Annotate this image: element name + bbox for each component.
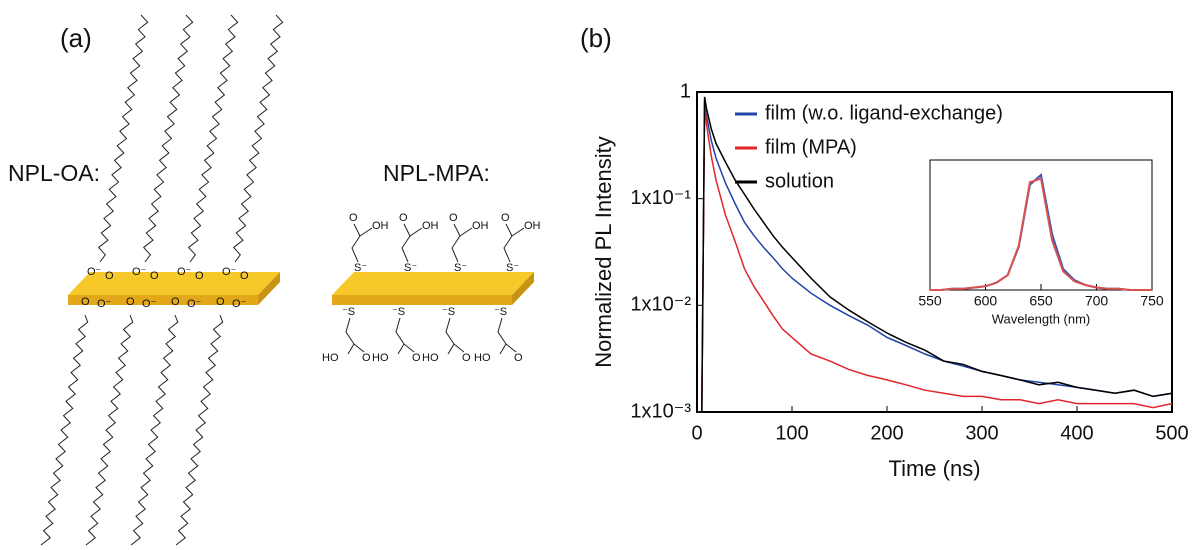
ligand-bond bbox=[401, 223, 423, 263]
data-line bbox=[697, 96, 1173, 413]
atom-label: O bbox=[195, 270, 204, 282]
legend-label: solution bbox=[765, 170, 834, 192]
ligand-bond bbox=[351, 223, 373, 263]
ligand-bond bbox=[503, 223, 525, 263]
atom-label: O bbox=[105, 270, 114, 282]
atom-label: HO bbox=[422, 352, 439, 364]
panel-label: (a) bbox=[60, 23, 92, 53]
atom-label: O bbox=[462, 352, 471, 364]
atom-label: O bbox=[81, 296, 90, 308]
alkyl-chain bbox=[130, 314, 179, 546]
y-tick-label: 1x10⁻³ bbox=[630, 400, 691, 422]
atom-label: O bbox=[399, 212, 408, 224]
ligand-bond bbox=[345, 317, 365, 355]
x-tick-label: 500 bbox=[1155, 422, 1188, 444]
x-axis-label: Time (ns) bbox=[888, 456, 980, 481]
chart: 550 600 650 700 750 Wavelength (nm) bbox=[918, 159, 1164, 326]
alkyl-chain bbox=[232, 14, 284, 263]
alkyl-chain bbox=[40, 314, 89, 546]
atom-label: O bbox=[171, 296, 180, 308]
atom-label: O⁻ bbox=[132, 266, 147, 278]
atom-label: O bbox=[150, 270, 159, 282]
atom-label: ⁻S bbox=[392, 306, 405, 318]
alkyl-chain bbox=[175, 314, 224, 546]
atom-label: O bbox=[240, 270, 249, 282]
atom-label: S⁻ bbox=[506, 262, 519, 274]
atom-label: OH bbox=[472, 220, 489, 232]
x-tick-label: 650 bbox=[1029, 293, 1053, 309]
y-axis-label: Normalized PL Intensity bbox=[591, 136, 616, 368]
legend-label: film (w.o. ligand-exchange) bbox=[765, 102, 1003, 124]
atom-label: O⁻ bbox=[142, 298, 157, 310]
x-tick-label: 750 bbox=[1140, 293, 1164, 309]
x-tick-label: 300 bbox=[965, 422, 998, 444]
y-tick-label: 1x10⁻² bbox=[630, 294, 691, 316]
ligand-bond bbox=[451, 223, 473, 263]
atom-label: O bbox=[349, 212, 358, 224]
atom-label: OH bbox=[372, 220, 389, 232]
atom-label: OH bbox=[524, 220, 541, 232]
y-tick-label: 1x10⁻¹ bbox=[630, 187, 691, 209]
x-tick-label: 600 bbox=[974, 293, 998, 309]
atom-label: OH bbox=[422, 220, 439, 232]
data-line bbox=[930, 177, 1152, 291]
atom-label: O bbox=[126, 296, 135, 308]
atom-label: ⁻S bbox=[494, 306, 507, 318]
x-axis-label: Wavelength (nm) bbox=[992, 311, 1091, 326]
atom-label: O bbox=[514, 352, 523, 364]
atom-label: O bbox=[216, 296, 225, 308]
ligand-bond bbox=[497, 317, 517, 355]
atom-label: O⁻ bbox=[187, 298, 202, 310]
atom-label: S⁻ bbox=[404, 262, 417, 274]
atom-label: S⁻ bbox=[454, 262, 467, 274]
alkyl-chain bbox=[142, 14, 194, 263]
x-tick-label: 100 bbox=[775, 422, 808, 444]
data-line bbox=[697, 102, 1173, 413]
platelet bbox=[68, 272, 534, 305]
atom-label: O⁻ bbox=[177, 266, 192, 278]
atom-label: HO bbox=[322, 352, 339, 364]
atom-label: ⁻S bbox=[442, 306, 455, 318]
ligand-bond bbox=[445, 317, 465, 355]
atom-label: O⁻ bbox=[232, 298, 247, 310]
atom-label: O⁻ bbox=[87, 266, 102, 278]
atom-label: O bbox=[362, 352, 371, 364]
alkyl-chain bbox=[187, 14, 239, 263]
x-tick-label: 700 bbox=[1085, 293, 1109, 309]
x-tick-label: 550 bbox=[918, 293, 942, 309]
atom-label: O⁻ bbox=[222, 266, 237, 278]
atom-label: O bbox=[412, 352, 421, 364]
x-tick-label: 200 bbox=[870, 422, 903, 444]
sample-name: NPL-OA: bbox=[8, 160, 100, 186]
panel-label: (b) bbox=[580, 23, 612, 53]
alkyl-chain bbox=[97, 14, 149, 263]
sample-name: NPL-MPA: bbox=[383, 160, 490, 186]
atom-label: S⁻ bbox=[354, 262, 367, 274]
x-tick-label: 400 bbox=[1060, 422, 1093, 444]
legend-label: film (MPA) bbox=[765, 136, 857, 158]
ligand-bond bbox=[395, 317, 415, 355]
y-tick-label: 1 bbox=[680, 80, 691, 102]
atom-label: O bbox=[449, 212, 458, 224]
data-line bbox=[697, 99, 1173, 413]
atom-label: HO bbox=[474, 352, 491, 364]
atom-label: O⁻ bbox=[97, 298, 112, 310]
atom-label: HO bbox=[372, 352, 389, 364]
atom-label: ⁻S bbox=[342, 306, 355, 318]
x-tick-label: 0 bbox=[691, 422, 702, 444]
atom-label: O bbox=[501, 212, 510, 224]
alkyl-chain bbox=[85, 314, 134, 546]
